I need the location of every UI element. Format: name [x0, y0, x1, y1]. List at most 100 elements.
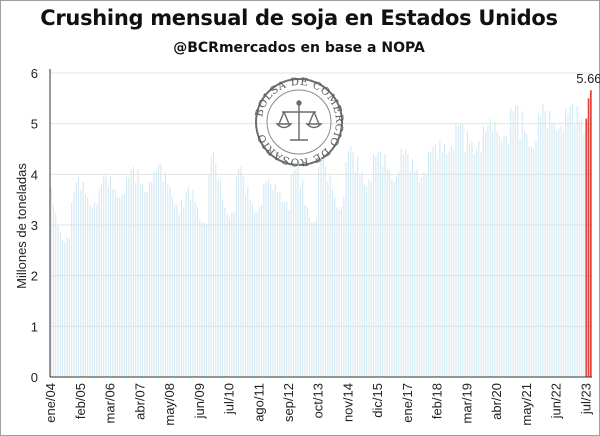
bar [295, 169, 297, 377]
x-tick-label: dic/15 [370, 383, 385, 418]
y-axis-ticks: 0 1 2 3 4 5 6 [31, 66, 38, 385]
bar [142, 184, 144, 377]
bar [114, 189, 116, 377]
bar [562, 131, 564, 377]
bar [361, 171, 363, 377]
bar [496, 131, 498, 377]
bar [546, 128, 548, 377]
bar [325, 166, 327, 377]
bar [427, 151, 429, 377]
bar [569, 105, 571, 378]
bar [535, 141, 537, 377]
bar [123, 194, 125, 377]
bar [338, 209, 340, 377]
bar [391, 179, 393, 377]
bar [521, 111, 523, 377]
y-tick-label: 6 [31, 66, 38, 81]
bar [345, 161, 347, 377]
bar [512, 111, 514, 377]
x-tick-label: abr/20 [489, 383, 504, 420]
bar [462, 123, 464, 377]
bar [169, 187, 171, 377]
bar [514, 105, 516, 378]
bar [210, 156, 212, 377]
bar [208, 174, 210, 377]
bar [245, 194, 247, 377]
bar [213, 151, 215, 377]
x-tick-label: feb/05 [73, 383, 88, 419]
bar [334, 197, 336, 377]
bar [560, 126, 562, 377]
bar [464, 151, 466, 377]
bar [565, 108, 567, 377]
bar [261, 204, 263, 377]
bar-highlight [587, 98, 590, 377]
chart-subtitle: @BCRmercados en base a NOPA [173, 40, 425, 56]
bar [505, 136, 507, 377]
bar [68, 237, 70, 377]
bar [155, 171, 157, 377]
bar [336, 207, 338, 377]
bar [281, 202, 283, 377]
x-tick-label: jun/09 [192, 383, 207, 419]
bar [453, 149, 455, 377]
bar [181, 199, 182, 377]
bar [231, 212, 233, 377]
bcr-seal-watermark: BOLSA DE COMERCIO DE ROSARIO [253, 76, 344, 168]
y-tick-label: 5 [31, 117, 38, 132]
bar [448, 151, 450, 377]
y-tick-label: 2 [31, 269, 38, 284]
bar [510, 108, 512, 377]
bar [425, 174, 427, 377]
bar [446, 154, 448, 377]
bar [94, 202, 96, 377]
bar [379, 151, 381, 377]
bar [288, 209, 290, 377]
bar [398, 171, 400, 377]
bar [382, 166, 384, 377]
bar [501, 141, 503, 377]
bar [286, 202, 288, 377]
bar [100, 184, 102, 377]
bar [530, 146, 532, 377]
bar [52, 204, 54, 377]
bar [185, 192, 187, 377]
bar [528, 146, 530, 377]
bar [219, 179, 221, 377]
bar [414, 171, 416, 377]
bar [418, 181, 420, 377]
bar [389, 169, 391, 377]
bar [411, 159, 413, 377]
bar-highlight [585, 118, 588, 377]
bar [293, 171, 295, 377]
bar [494, 121, 496, 377]
x-tick-label: abr/07 [132, 383, 147, 420]
bar [489, 118, 491, 377]
bar [84, 194, 86, 377]
bar [393, 181, 395, 377]
bar [347, 151, 349, 377]
y-tick-label: 0 [31, 370, 38, 385]
y-tick-label: 3 [31, 218, 38, 233]
bar [247, 187, 249, 377]
bar [96, 204, 98, 377]
bar [89, 204, 91, 377]
bar [503, 136, 505, 377]
bar [249, 199, 251, 377]
bar [487, 126, 489, 377]
bar [215, 164, 217, 377]
bar [469, 143, 471, 377]
bar [103, 176, 105, 377]
bar [437, 159, 439, 377]
x-tick-label: jun/22 [549, 383, 564, 419]
bar [203, 222, 205, 377]
bar [283, 202, 285, 377]
bar [357, 156, 359, 377]
bar [409, 171, 411, 377]
bar [492, 131, 494, 377]
bar [331, 189, 333, 377]
bar [251, 204, 253, 377]
bar [306, 207, 308, 377]
bar [423, 171, 425, 377]
